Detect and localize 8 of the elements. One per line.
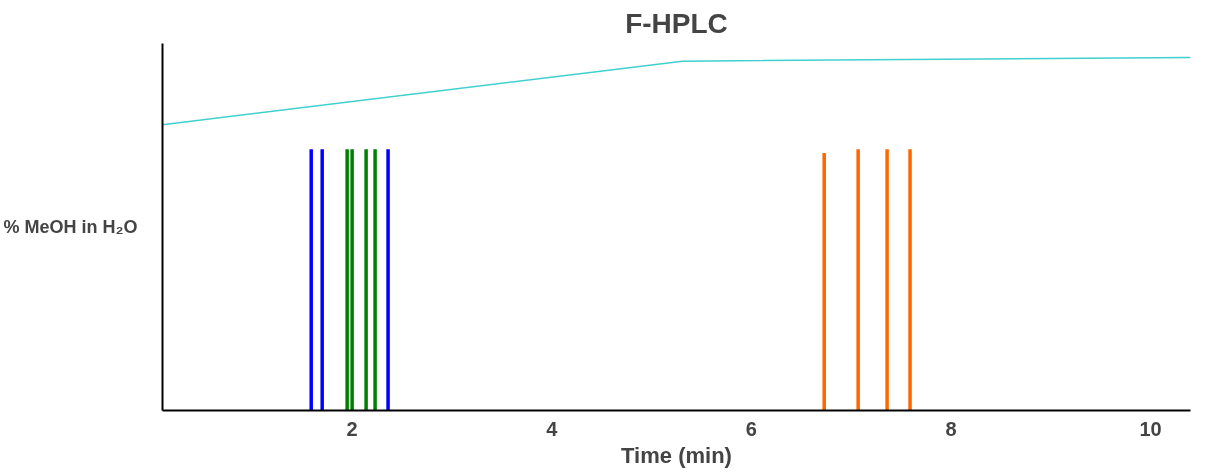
x-axis-title: Time (min) — [621, 442, 732, 468]
x-tick-label: 6 — [745, 417, 757, 440]
x-tick-label: 10 — [1139, 417, 1162, 440]
x-tick-label: 2 — [346, 417, 358, 440]
chart-title: F-HPLC — [625, 7, 728, 39]
y-axis-title: % MeOH in H₂O — [3, 217, 138, 237]
x-tick-label: 4 — [546, 417, 559, 440]
x-tick-label: 8 — [945, 417, 957, 440]
